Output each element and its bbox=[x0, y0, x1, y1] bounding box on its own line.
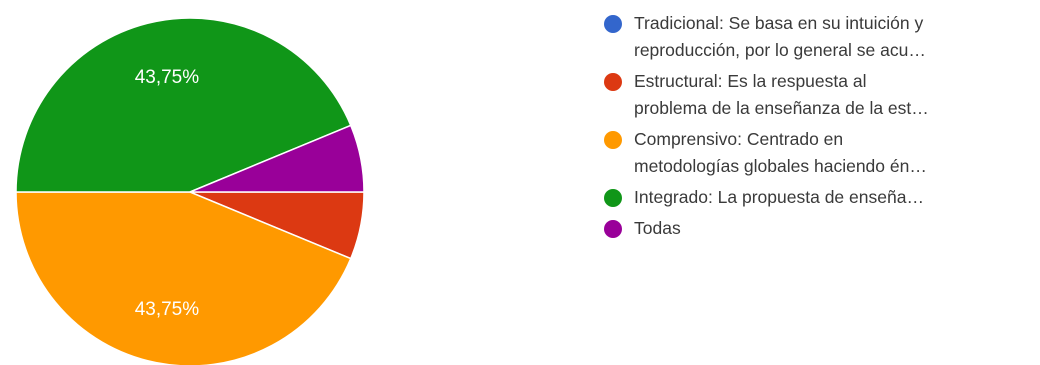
legend-label-line: Integrado: La propuesta de enseña… bbox=[634, 187, 924, 207]
legend-label-line: reproducción, por lo general se acu… bbox=[634, 40, 926, 60]
legend-item[interactable]: Comprensivo: Centrado en metodologías glo… bbox=[604, 126, 1034, 180]
legend-swatch-icon bbox=[604, 15, 622, 33]
legend-swatch-icon bbox=[604, 189, 622, 207]
pie-slice bbox=[15, 191, 352, 365]
pie-data-label: 43,75% bbox=[135, 67, 200, 88]
legend-label-line: Todas bbox=[634, 218, 681, 238]
pie-data-labels: 43,75% 43,75% bbox=[135, 67, 200, 320]
pie-slices bbox=[15, 17, 365, 365]
chart-legend: Tradicional: Se basa en su intuición y re… bbox=[604, 10, 1034, 246]
legend-label-line: Tradicional: Se basa en su intuición y bbox=[634, 13, 924, 33]
pie-slice bbox=[15, 17, 352, 193]
legend-swatch-icon bbox=[604, 131, 622, 149]
legend-swatch-icon bbox=[604, 220, 622, 238]
legend-item[interactable]: Todas bbox=[604, 215, 1034, 242]
legend-label-line: Estructural: Es la respuesta al bbox=[634, 71, 867, 91]
legend-label-line: metodologías globales haciendo én… bbox=[634, 156, 927, 176]
legend-label: Todas bbox=[634, 215, 1034, 242]
legend-label-line: Comprensivo: Centrado en bbox=[634, 129, 844, 149]
legend-item[interactable]: Estructural: Es la respuesta al problema … bbox=[604, 68, 1034, 122]
pie-data-label: 43,75% bbox=[135, 299, 200, 320]
legend-label: Tradicional: Se basa en su intuición y re… bbox=[634, 10, 1034, 64]
legend-item[interactable]: Tradicional: Se basa en su intuición y re… bbox=[604, 10, 1034, 64]
legend-item[interactable]: Integrado: La propuesta de enseña… bbox=[604, 184, 1034, 211]
legend-label: Comprensivo: Centrado en metodologías glo… bbox=[634, 126, 1034, 180]
legend-label: Estructural: Es la respuesta al problema … bbox=[634, 68, 1034, 122]
legend-label: Integrado: La propuesta de enseña… bbox=[634, 184, 1034, 211]
pie-slice bbox=[189, 124, 365, 193]
legend-swatch-icon bbox=[604, 73, 622, 91]
legend-label-line: problema de la enseñanza de la est… bbox=[634, 98, 929, 118]
